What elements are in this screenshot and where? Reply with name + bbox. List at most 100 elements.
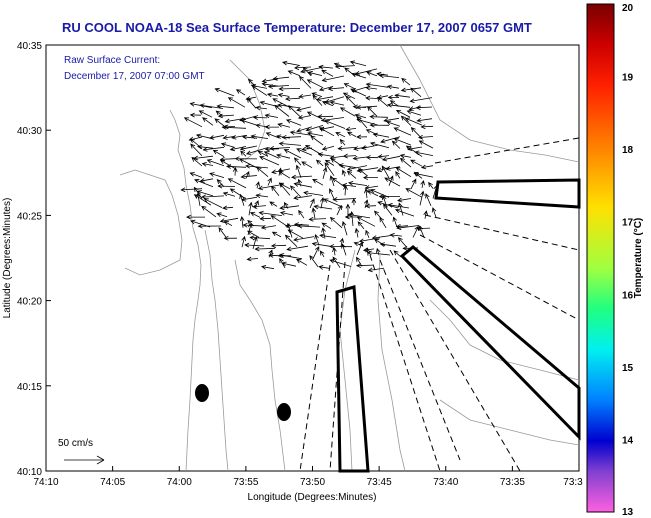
current-vector — [374, 210, 382, 219]
current-vector — [318, 265, 330, 270]
current-vector — [356, 118, 379, 126]
current-vector — [395, 110, 411, 118]
y-tick-label: 40:35 — [17, 41, 42, 52]
current-vector — [209, 172, 225, 178]
current-vector — [295, 164, 302, 178]
x-tick-label: 74:10 — [33, 477, 58, 488]
current-vector — [364, 188, 369, 199]
current-vector — [397, 197, 412, 203]
current-vector — [202, 117, 214, 126]
current-vector — [240, 119, 258, 126]
current-vector — [293, 195, 313, 201]
current-vector — [271, 185, 280, 196]
current-vector — [377, 154, 390, 159]
current-vector — [203, 198, 223, 208]
x-axis-label: Longitude (Degrees:Minutes) — [248, 492, 377, 503]
current-vector — [322, 166, 328, 180]
current-vector — [395, 171, 401, 179]
current-vector — [356, 134, 368, 140]
current-vector — [397, 237, 408, 248]
current-vector — [293, 157, 302, 166]
current-vector — [364, 199, 369, 209]
current-vector — [329, 100, 345, 106]
current-vector — [284, 96, 301, 102]
current-vector — [365, 85, 378, 91]
polygon-east — [434, 178, 581, 209]
current-vector — [315, 159, 324, 167]
current-vector — [206, 159, 225, 167]
current-vector — [309, 198, 315, 209]
current-vector — [342, 153, 357, 159]
current-vector — [367, 267, 385, 273]
current-vector — [267, 177, 272, 186]
current-vector — [227, 97, 246, 108]
current-vector — [331, 177, 346, 188]
current-vector — [395, 167, 412, 178]
current-vector — [251, 85, 268, 96]
current-vector — [245, 147, 269, 155]
current-vector — [256, 166, 269, 178]
current-vector — [321, 222, 332, 230]
current-vector — [186, 214, 205, 220]
current-vector — [311, 207, 317, 219]
current-vector — [274, 104, 290, 117]
current-vector — [365, 82, 389, 88]
current-vector — [217, 113, 235, 119]
contour-50m — [339, 249, 356, 472]
current-vector — [194, 178, 214, 188]
current-vector — [216, 212, 228, 218]
current-vector — [235, 89, 246, 96]
current-vector — [345, 126, 357, 132]
current-vector — [418, 225, 425, 238]
current-vector — [197, 223, 222, 229]
current-vector — [219, 159, 236, 169]
current-vector — [351, 198, 357, 206]
current-vector — [341, 220, 348, 236]
current-vector — [393, 250, 402, 258]
current-vector — [404, 117, 423, 126]
current-vector — [393, 137, 412, 146]
current-vector — [312, 246, 320, 259]
current-vector — [307, 70, 323, 76]
current-vector — [278, 170, 291, 179]
current-vector — [366, 106, 378, 117]
current-vector — [197, 144, 214, 150]
colorbar-tick-label: 17 — [622, 218, 634, 229]
current-vector — [379, 216, 387, 229]
current-vector — [261, 82, 279, 87]
current-vector — [191, 156, 203, 167]
current-vector — [271, 231, 282, 238]
x-tick-label: 73:3 — [563, 477, 583, 488]
current-vector — [332, 246, 337, 256]
current-vector — [396, 225, 420, 231]
x-tick-label: 73:55 — [233, 477, 258, 488]
current-vector — [386, 84, 400, 90]
current-vector — [425, 193, 432, 207]
current-vector — [245, 163, 269, 169]
current-vector — [290, 185, 302, 198]
current-vector — [287, 70, 301, 77]
current-vector — [341, 169, 347, 177]
current-vector — [293, 236, 315, 242]
x-tick-label: 74:00 — [167, 477, 192, 488]
current-vector — [264, 146, 280, 152]
current-vector — [264, 124, 280, 130]
current-vector — [246, 97, 257, 109]
current-vector — [382, 203, 393, 216]
current-vector — [263, 151, 280, 159]
contour-60m — [377, 254, 406, 472]
current-vector — [209, 134, 225, 140]
polygon-south — [335, 285, 370, 473]
current-vector — [234, 156, 258, 162]
current-vector — [220, 142, 236, 148]
current-vector — [381, 165, 390, 179]
current-vector — [313, 204, 333, 210]
current-vector — [372, 132, 390, 138]
current-vector — [384, 177, 401, 187]
current-vector — [354, 68, 378, 76]
current-vector — [339, 107, 356, 117]
current-vector — [334, 64, 356, 69]
current-vector — [239, 145, 258, 151]
current-vector — [214, 118, 225, 127]
current-vector — [277, 92, 290, 98]
